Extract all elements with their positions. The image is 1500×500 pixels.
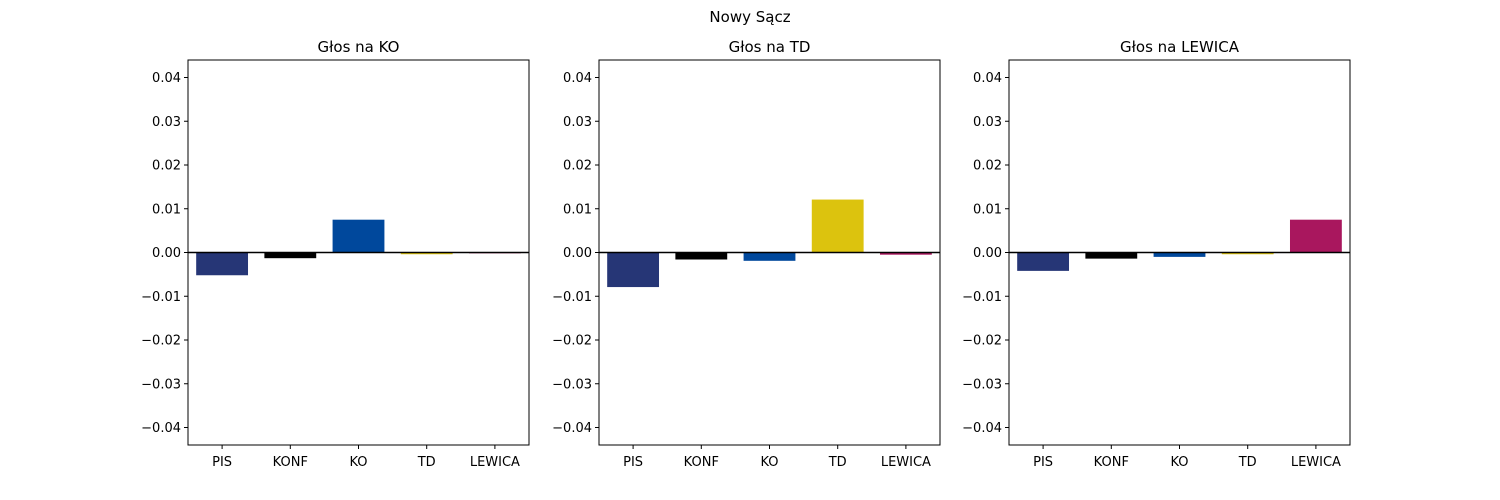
x-tick-label: KONF xyxy=(684,455,719,470)
bar-ko xyxy=(1153,252,1206,257)
x-tick-label: KO xyxy=(760,455,778,470)
x-tick-label: PIS xyxy=(623,455,643,470)
y-tick-label: −0.04 xyxy=(141,421,181,436)
x-tick-label: TD xyxy=(1238,455,1257,470)
y-tick-label: 0.01 xyxy=(563,202,592,217)
y-tick-label: 0.02 xyxy=(973,159,1002,174)
y-tick-label: −0.02 xyxy=(962,334,1002,349)
panel-title: Głos na TD xyxy=(729,38,811,56)
y-tick-label: 0.00 xyxy=(563,246,592,261)
y-tick-label: 0.00 xyxy=(152,246,181,261)
chart-panel-3: Głos na LEWICA 0.04 0.03 0.02 0.01 0.00 −0.01 −… xyxy=(962,38,1351,470)
axes-frame xyxy=(1008,59,1351,446)
x-tick-label: TD xyxy=(417,455,436,470)
x-tick-label: TD xyxy=(828,455,847,470)
bar-ko xyxy=(332,219,385,253)
bar-lewica xyxy=(1289,219,1342,253)
y-tick-label: −0.03 xyxy=(141,377,181,392)
chart-panel-1: Głos na KO 0.04 0.03 0.02 0.01 0.00 −0.01 −0.02… xyxy=(141,38,530,470)
panel-title: Głos na LEWICA xyxy=(1120,38,1240,56)
y-tick-label: −0.02 xyxy=(141,334,181,349)
x-tick-label: PIS xyxy=(1033,455,1053,470)
y-tick-label: −0.04 xyxy=(962,421,1002,436)
x-tick-label: LEWICA xyxy=(470,455,520,470)
y-tick-label: −0.01 xyxy=(141,290,181,305)
y-tick-label: 0.02 xyxy=(563,159,592,174)
y-tick-label: 0.03 xyxy=(152,115,181,130)
x-tick-label: LEWICA xyxy=(881,455,931,470)
x-tick-label: LEWICA xyxy=(1291,455,1341,470)
x-tick-label: PIS xyxy=(212,455,232,470)
y-tick-label: −0.03 xyxy=(552,377,592,392)
y-tick-label: 0.04 xyxy=(563,71,592,86)
bar-pis xyxy=(607,252,660,288)
y-tick-label: −0.04 xyxy=(552,421,592,436)
panels-group: Głos na KO 0.04 0.03 0.02 0.01 0.00 −0.01 −0.02… xyxy=(141,38,1351,470)
y-tick-label: 0.03 xyxy=(563,115,592,130)
bar-pis xyxy=(1017,252,1070,271)
bar-pis xyxy=(196,252,249,276)
x-tick-label: KONF xyxy=(273,455,308,470)
y-tick-label: 0.04 xyxy=(152,71,181,86)
y-tick-label: 0.01 xyxy=(973,202,1002,217)
bar-ko xyxy=(743,252,796,261)
axes-frame xyxy=(598,59,941,446)
y-tick-label: −0.02 xyxy=(552,334,592,349)
bar-td xyxy=(1221,252,1274,255)
y-tick-label: −0.03 xyxy=(962,377,1002,392)
bar-konf xyxy=(1085,252,1138,259)
x-tick-label: KO xyxy=(349,455,367,470)
y-tick-label: −0.01 xyxy=(552,290,592,305)
bar-lewica xyxy=(879,252,932,255)
x-tick-label: KONF xyxy=(1094,455,1129,470)
chart-panel-2: Głos na TD 0.04 0.03 0.02 0.01 0.00 −0.01 −0.02… xyxy=(552,38,941,470)
bar-td xyxy=(400,252,453,255)
bar-td xyxy=(811,199,864,253)
y-tick-label: 0.01 xyxy=(152,202,181,217)
y-tick-label: 0.00 xyxy=(973,246,1002,261)
x-tick-label: KO xyxy=(1170,455,1188,470)
panel-title: Głos na KO xyxy=(318,38,400,56)
y-tick-label: −0.01 xyxy=(962,290,1002,305)
y-tick-label: 0.03 xyxy=(973,115,1002,130)
bar-konf xyxy=(675,252,728,260)
y-tick-label: 0.02 xyxy=(152,159,181,174)
y-tick-label: 0.04 xyxy=(973,71,1002,86)
axes-frame xyxy=(187,59,530,446)
bar-konf xyxy=(264,252,317,259)
figure-title: Nowy Sącz xyxy=(709,8,790,26)
